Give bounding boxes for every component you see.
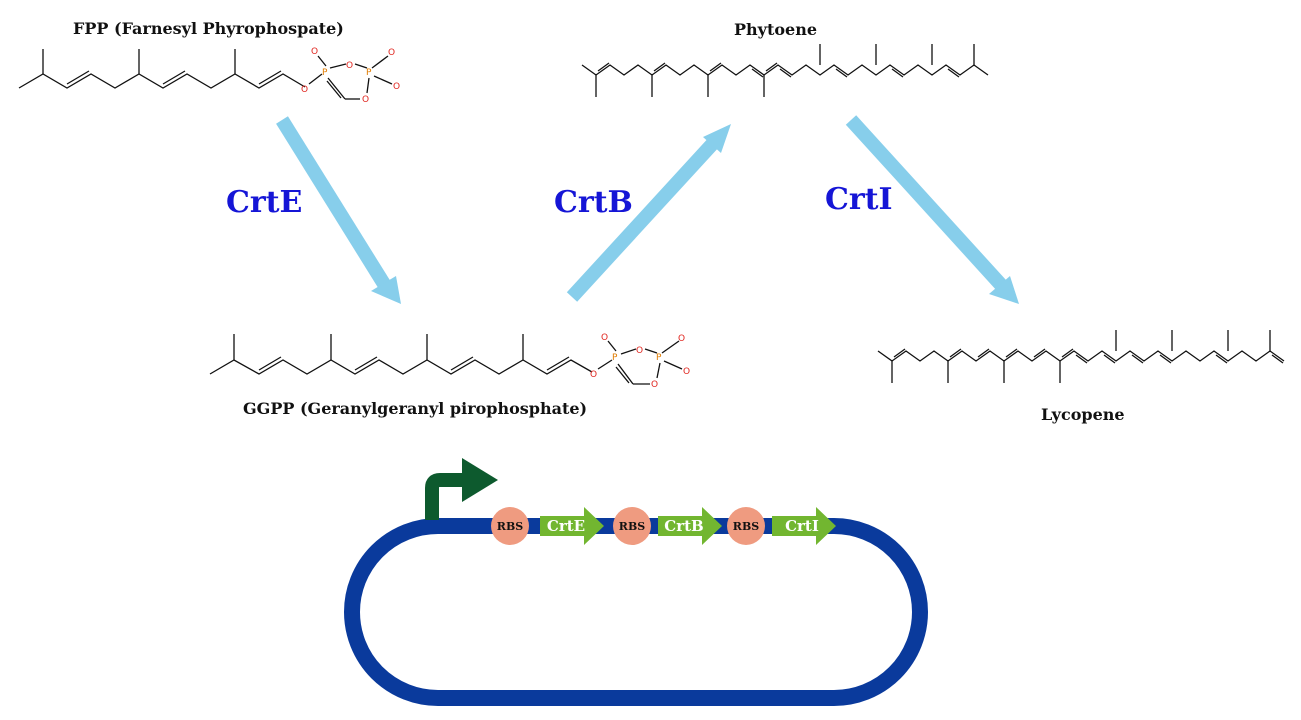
- arrow-crte: [276, 116, 401, 304]
- atom-oxygen: O: [393, 82, 400, 92]
- gene-crti-label: CrtI: [785, 517, 819, 535]
- rbs-label: RBS: [733, 520, 759, 533]
- lycopene-molecule: [877, 330, 1285, 383]
- enzyme-crti-label: CrtI: [825, 182, 893, 217]
- atom-oxygen: O: [301, 85, 308, 95]
- ggpp-label: GGPP (Geranylgeranyl pirophosphate): [243, 399, 587, 418]
- enzyme-crte-label: CrtE: [226, 185, 302, 220]
- atom-phosphorus: P: [366, 68, 372, 78]
- fpp-atoms: O P O O P O O O: [301, 47, 400, 105]
- atom-oxygen: O: [601, 333, 608, 343]
- rbs-label: RBS: [497, 520, 523, 533]
- arrow-crti: [845, 115, 1019, 304]
- phytoene-label: Phytoene: [734, 20, 817, 39]
- atom-phosphorus: P: [656, 353, 662, 363]
- atom-phosphorus: P: [322, 68, 328, 78]
- phytoene-molecule: [581, 44, 989, 97]
- rbs-3: RBS: [727, 507, 765, 545]
- lycopene-label: Lycopene: [1041, 405, 1125, 424]
- ggpp-molecule: [209, 334, 683, 385]
- atom-oxygen: O: [388, 48, 395, 58]
- atom-phosphorus: P: [612, 353, 618, 363]
- rbs-2: RBS: [613, 507, 651, 545]
- rbs-label: RBS: [619, 520, 645, 533]
- atom-oxygen: O: [636, 346, 643, 356]
- arrow-crtb: [566, 124, 731, 302]
- gene-crtb: CrtB: [658, 507, 722, 545]
- atom-oxygen: O: [683, 367, 690, 377]
- plasmid-backbone: [344, 518, 928, 706]
- atom-oxygen: O: [346, 61, 353, 71]
- atom-oxygen: O: [311, 47, 318, 57]
- gene-crtb-label: CrtB: [664, 517, 703, 535]
- plasmid: [344, 518, 928, 706]
- ggpp-atoms: O P O O P O O O: [590, 333, 690, 390]
- fpp-label: FPP (Farnesyl Phyrophospate): [73, 19, 344, 38]
- promoter-arrow: [425, 458, 498, 520]
- gene-crte: CrtE: [540, 507, 604, 545]
- atom-oxygen: O: [678, 334, 685, 344]
- rbs-1: RBS: [491, 507, 529, 545]
- fpp-molecule: [18, 49, 393, 100]
- atom-oxygen: O: [362, 95, 369, 105]
- gene-crte-label: CrtE: [547, 517, 585, 535]
- gene-crti: CrtI: [772, 507, 836, 545]
- atom-oxygen: O: [590, 370, 597, 380]
- enzyme-crtb-label: CrtB: [554, 185, 633, 220]
- atom-oxygen: O: [651, 380, 658, 390]
